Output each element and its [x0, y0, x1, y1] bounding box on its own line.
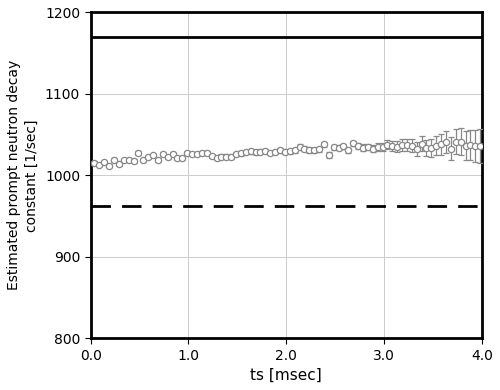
Y-axis label: Estimated prompt neutron decay
constant [1/sec]: Estimated prompt neutron decay constant … [7, 60, 40, 291]
X-axis label: ts [msec]: ts [msec] [250, 368, 322, 383]
